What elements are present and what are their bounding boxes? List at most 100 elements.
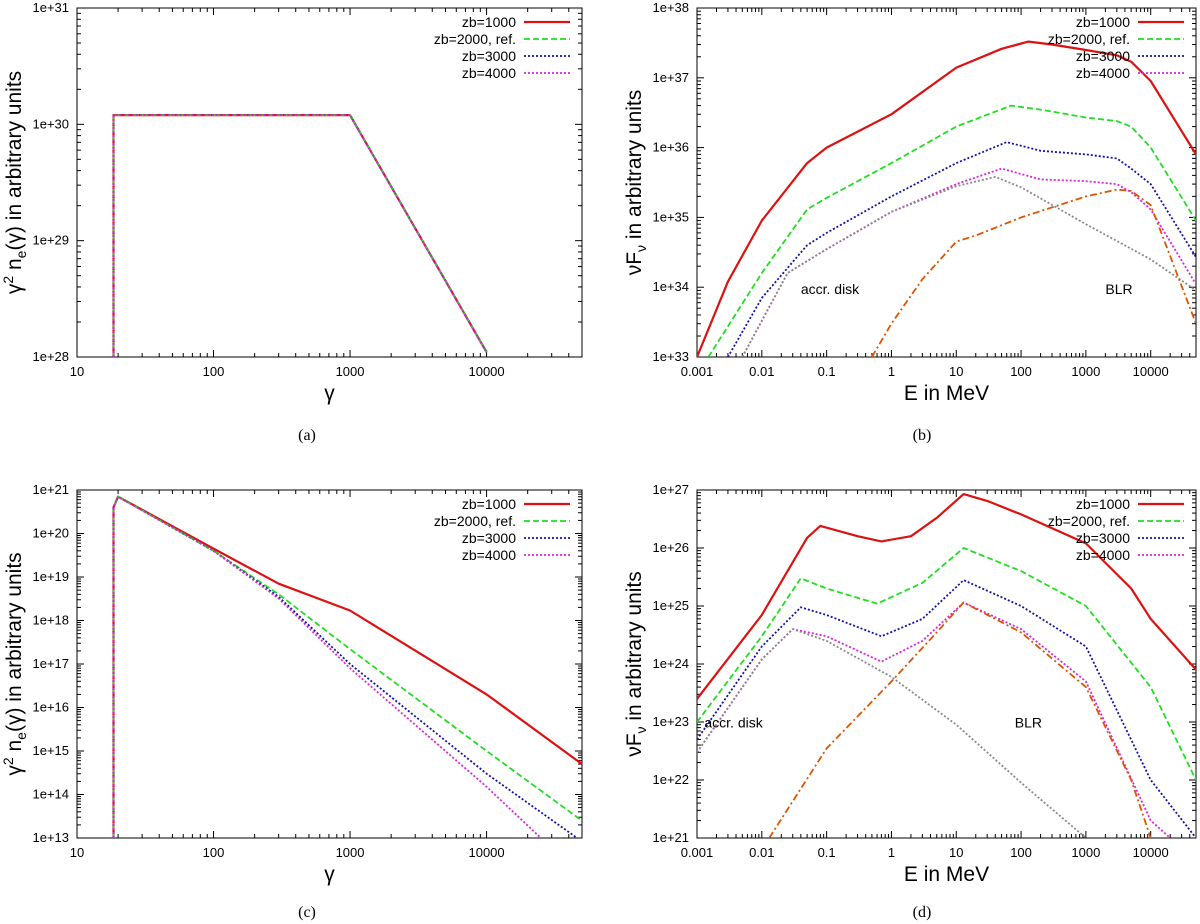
x-tick-label: 0.01 — [749, 364, 774, 379]
panel-caption: (c) — [298, 904, 316, 921]
y-tick-label: 1e+22 — [652, 772, 689, 787]
series-line-zb-3000 — [697, 579, 1196, 838]
x-tick-label: 10000 — [1133, 364, 1169, 379]
y-axis-label: νFν in arbitrary units — [623, 90, 649, 276]
y-axis-label-part: in arbitrary units — [623, 571, 646, 726]
y-axis-label-part: γ — [3, 283, 26, 294]
y-axis-label-part: n — [3, 740, 26, 758]
legend-label: zb=3000 — [1076, 48, 1130, 64]
y-tick-label: 1e+24 — [652, 656, 689, 671]
y-axis-label-part: 2 — [0, 757, 16, 765]
series-line-zb-2000-ref- — [707, 104, 1196, 357]
series-line-zb-1000 — [112, 113, 488, 357]
legend-label: zb=3000 — [1076, 530, 1130, 546]
y-axis-label: νFν in arbitrary units — [623, 571, 649, 757]
legend-label: zb=4000 — [462, 65, 516, 81]
series-line-zb-1000 — [697, 40, 1196, 357]
series-line-accr-disk-component — [741, 175, 1196, 357]
legend-label: zb=1000 — [462, 14, 516, 30]
x-tick-label: 0.001 — [681, 845, 714, 860]
y-axis-label-part: 2 — [0, 276, 16, 284]
x-tick-label: 1000 — [336, 364, 365, 379]
y-tick-label: 1e+36 — [652, 140, 689, 155]
y-axis-label-part: ν — [633, 726, 649, 733]
annotation-label: accr. disk — [801, 281, 860, 297]
legend-label: zb=4000 — [1076, 547, 1130, 563]
y-tick-label: 1e+34 — [652, 279, 689, 294]
y-axis-label-part: νF — [623, 252, 646, 275]
series-line-zb-3000 — [727, 141, 1196, 357]
y-axis-label: γ2 ne(γ) in arbitrary units — [0, 552, 29, 775]
y-axis-label-part: (γ) in arbitrary units — [3, 552, 26, 732]
panel-caption: (d) — [913, 904, 932, 921]
x-tick-label: 1000 — [336, 845, 365, 860]
y-tick-label: 1e+26 — [652, 540, 689, 555]
legend-label: zb=4000 — [462, 547, 516, 563]
x-tick-label: 10000 — [468, 845, 504, 860]
x-tick-label: 1 — [888, 845, 895, 860]
series-line-zb-4000 — [112, 114, 488, 357]
legend-label: zb=2000, ref. — [1048, 513, 1130, 529]
annotation-label: BLR — [1105, 281, 1132, 297]
x-tick-label: 0.1 — [818, 364, 836, 379]
y-axis-label-part: γ — [3, 765, 26, 776]
y-tick-label: 1e+18 — [32, 613, 69, 628]
x-tick-label: 10000 — [1133, 845, 1169, 860]
plot-frame — [76, 7, 583, 358]
series-line-blr-component — [871, 188, 1196, 357]
y-tick-label: 1e+19 — [32, 569, 69, 584]
panel-b: 0.001 0.01 0.1 1 10 100 1000 10000 1e+33 1e+34 1e+… — [623, 0, 1197, 444]
y-tick-label: 1e+35 — [652, 209, 689, 224]
legend-label: zb=3000 — [462, 530, 516, 546]
y-tick-label: 1e+23 — [652, 714, 689, 729]
y-tick-label: 1e+17 — [32, 656, 69, 671]
x-tick-label: 100 — [203, 845, 225, 860]
panel-c: 10 100 1000 10000 1e+13 1e+14 1e+15 1e+16 1e+17 1… — [0, 482, 583, 921]
y-axis-label-part: e — [13, 732, 29, 740]
legend-label: zb=1000 — [1076, 496, 1130, 512]
x-tick-label: 100 — [1010, 364, 1032, 379]
series-line-zb-2000-ref- — [697, 547, 1196, 781]
x-tick-label: 100 — [203, 364, 225, 379]
panel-d: 0.001 0.01 0.1 1 10 100 1000 10000 1e+21 1e+22 1e+… — [623, 482, 1197, 921]
series-line-zb-2000-ref- — [112, 495, 582, 838]
panel-caption: (b) — [913, 427, 932, 444]
y-tick-label: 1e+25 — [652, 598, 689, 613]
y-tick-label: 1e+13 — [32, 830, 69, 845]
x-axis-label: γ — [324, 382, 335, 405]
y-tick-label: 1e+14 — [32, 787, 69, 802]
y-axis-label-part: n — [3, 258, 26, 276]
x-tick-label: 100 — [1010, 845, 1032, 860]
series-line-zb-1000 — [697, 493, 1196, 700]
y-tick-label: 1e+20 — [32, 526, 69, 541]
y-axis-label-part: in arbitrary units — [623, 90, 646, 245]
x-tick-label: 10000 — [468, 364, 504, 379]
x-tick-label: 10 — [70, 845, 84, 860]
x-tick-label: 0.001 — [681, 364, 714, 379]
y-axis-label-part: e — [13, 250, 29, 258]
series-line-zb-4000 — [697, 601, 1171, 838]
x-tick-label: 1000 — [1071, 845, 1100, 860]
series-line-zb-3000 — [112, 114, 488, 357]
y-tick-label: 1e+38 — [652, 0, 689, 15]
legend-label: zb=4000 — [1076, 65, 1130, 81]
y-axis-label: γ2 ne(γ) in arbitrary units — [0, 71, 29, 294]
legend-label: zb=3000 — [462, 48, 516, 64]
legend-label: zb=2000, ref. — [434, 31, 516, 47]
x-tick-label: 10 — [949, 364, 963, 379]
x-tick-label: 10 — [70, 364, 84, 379]
annotation-label: BLR — [1015, 715, 1042, 731]
x-tick-label: 0.01 — [749, 845, 774, 860]
annotation-label: accr. disk — [704, 715, 763, 731]
x-axis-label: E in MeV — [904, 863, 989, 886]
y-tick-label: 1e+31 — [32, 0, 69, 15]
series-line-blr-component — [768, 601, 1152, 838]
y-tick-label: 1e+30 — [32, 116, 69, 131]
y-tick-label: 1e+37 — [652, 70, 689, 85]
series-line-zb-2000-ref- — [112, 114, 488, 357]
series-line-zb-4000 — [112, 495, 542, 838]
legend-label: zb=2000, ref. — [434, 513, 516, 529]
x-tick-label: 1000 — [1071, 364, 1100, 379]
